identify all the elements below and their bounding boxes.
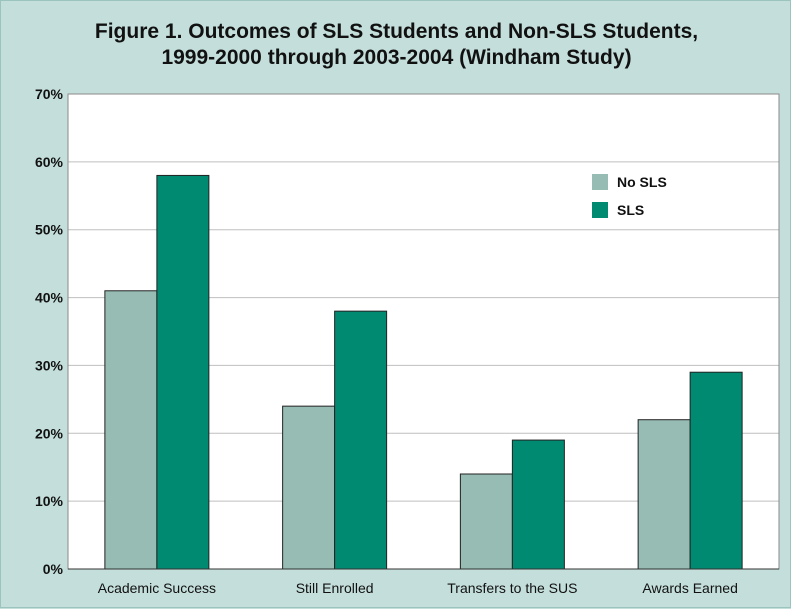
legend-label: SLS	[617, 202, 644, 218]
bar-sls	[334, 310, 388, 570]
chart-title-line-1: Figure 1. Outcomes of SLS Students and N…	[94, 20, 699, 43]
legend-swatch	[592, 174, 608, 190]
bar-no-sls	[282, 405, 336, 570]
bar-no-sls	[637, 419, 691, 570]
legend-label: No SLS	[617, 174, 667, 190]
y-tick-label: 50%	[35, 222, 64, 238]
chart-title: Figure 1. Outcomes of SLS Students and N…	[1, 19, 791, 71]
y-tick-label: 70%	[35, 86, 64, 102]
y-tick-label: 10%	[35, 493, 64, 509]
y-tick-label: 40%	[35, 290, 64, 306]
y-tick-label: 20%	[35, 425, 64, 441]
bar-sls	[689, 371, 743, 570]
bar-no-sls	[459, 473, 513, 570]
x-category-label: Transfers to the SUS	[447, 580, 577, 596]
bar-no-sls	[104, 290, 158, 570]
chart-subtitle-line-2: 1999-2000 through 2003-2004 (Windham Stu…	[161, 46, 632, 69]
y-tick-label: 60%	[35, 154, 64, 170]
x-category-label: Academic Success	[98, 580, 216, 596]
x-category-label: Awards Earned	[642, 580, 737, 596]
y-tick-label: 30%	[35, 357, 64, 373]
legend-swatch	[592, 202, 608, 218]
y-tick-label: 0%	[43, 561, 64, 577]
bar-sls	[156, 174, 210, 570]
bar-sls	[511, 439, 565, 570]
x-category-label: Still Enrolled	[296, 580, 374, 596]
